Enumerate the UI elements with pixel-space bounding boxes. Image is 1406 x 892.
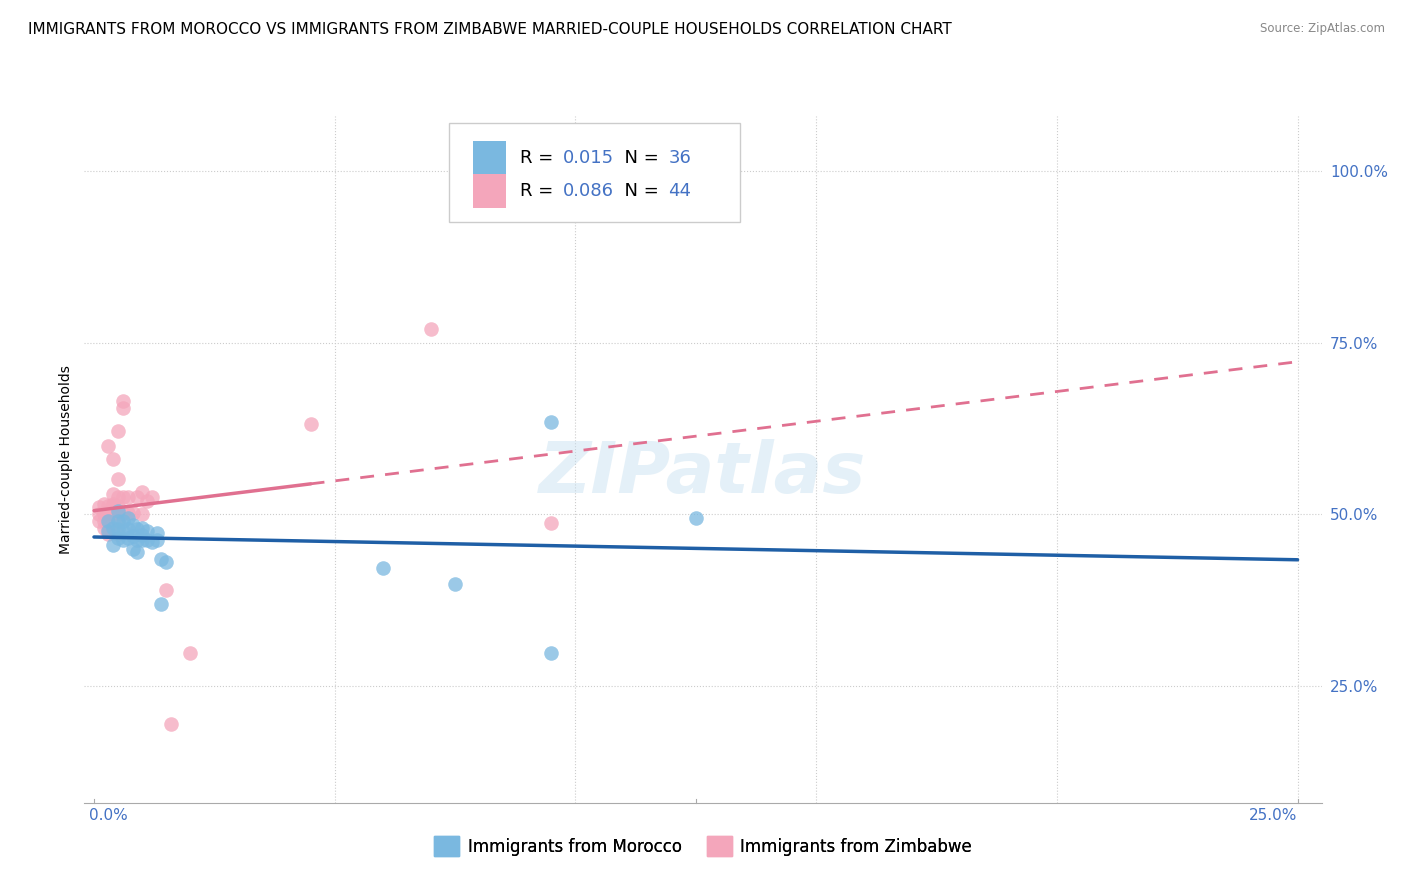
Point <box>103 487 125 501</box>
Text: 0.086: 0.086 <box>564 182 614 200</box>
Point <box>107 514 129 528</box>
Point <box>97 499 120 513</box>
Point <box>111 506 134 520</box>
Point <box>444 577 467 591</box>
Point <box>103 452 125 467</box>
Point <box>93 514 115 528</box>
Point <box>155 555 177 570</box>
Point <box>107 523 129 537</box>
Point <box>141 490 163 504</box>
Point <box>97 526 120 541</box>
Point <box>97 508 120 522</box>
Legend: Immigrants from Morocco, Immigrants from Zimbabwe: Immigrants from Morocco, Immigrants from… <box>427 830 979 863</box>
FancyBboxPatch shape <box>472 174 506 208</box>
Point <box>111 524 134 539</box>
Point <box>127 545 149 559</box>
Text: 0.015: 0.015 <box>564 149 614 167</box>
Point <box>107 526 129 541</box>
Point <box>93 506 115 520</box>
Point <box>155 582 177 597</box>
Point <box>136 533 159 548</box>
Point <box>97 439 120 453</box>
Point <box>107 424 129 438</box>
Point <box>117 532 139 546</box>
Point <box>136 493 159 508</box>
Point <box>111 401 134 415</box>
Point <box>131 533 153 548</box>
Point <box>685 510 707 524</box>
Point <box>145 533 167 548</box>
Point <box>141 534 163 549</box>
Point <box>540 516 562 531</box>
Point <box>127 523 149 537</box>
Point <box>111 490 134 504</box>
Point <box>127 490 149 504</box>
Point <box>136 524 159 539</box>
Point <box>103 521 125 535</box>
Text: Source: ZipAtlas.com: Source: ZipAtlas.com <box>1260 22 1385 36</box>
Point <box>107 506 129 520</box>
Point <box>145 525 167 540</box>
Y-axis label: Married-couple Households: Married-couple Households <box>59 365 73 554</box>
Point <box>299 417 322 431</box>
Text: 25.0%: 25.0% <box>1249 808 1298 823</box>
Point <box>131 521 153 535</box>
Point <box>103 499 125 513</box>
Text: R =: R = <box>520 182 558 200</box>
Point <box>103 506 125 520</box>
Point <box>131 485 153 500</box>
Point <box>121 541 143 556</box>
Text: R =: R = <box>520 149 558 167</box>
Point <box>93 506 115 520</box>
Point <box>111 394 134 409</box>
Point <box>117 510 139 524</box>
Point <box>121 517 143 532</box>
Point <box>540 415 562 429</box>
Point <box>179 646 201 660</box>
Point <box>117 523 139 537</box>
Point <box>107 472 129 486</box>
FancyBboxPatch shape <box>472 141 506 175</box>
Point <box>107 499 129 513</box>
FancyBboxPatch shape <box>450 123 740 222</box>
Text: IMMIGRANTS FROM MOROCCO VS IMMIGRANTS FROM ZIMBABWE MARRIED-COUPLE HOUSEHOLDS CO: IMMIGRANTS FROM MOROCCO VS IMMIGRANTS FR… <box>28 22 952 37</box>
Text: 44: 44 <box>668 182 692 200</box>
Point <box>87 514 110 528</box>
Point <box>107 513 129 527</box>
Point <box>103 538 125 552</box>
Point <box>117 490 139 504</box>
Point <box>93 521 115 535</box>
Text: N =: N = <box>613 182 664 200</box>
Text: ZIPatlas: ZIPatlas <box>540 439 866 508</box>
Point <box>103 497 125 511</box>
Point <box>371 561 394 575</box>
Point <box>150 552 173 566</box>
Point <box>117 506 139 520</box>
Point <box>87 500 110 515</box>
Point <box>93 497 115 511</box>
Point <box>97 514 120 528</box>
Point <box>107 504 129 518</box>
Point <box>111 514 134 528</box>
Point <box>420 322 443 336</box>
Point <box>87 508 110 522</box>
Point <box>131 528 153 542</box>
Point <box>97 506 120 520</box>
Point <box>97 521 120 535</box>
Point <box>121 529 143 543</box>
Point <box>131 508 153 522</box>
Point <box>107 532 129 546</box>
Point <box>150 597 173 611</box>
Point <box>540 646 562 660</box>
Text: 36: 36 <box>668 149 692 167</box>
Point <box>107 490 129 504</box>
Point <box>160 716 183 731</box>
Point <box>111 533 134 548</box>
Point <box>97 524 120 539</box>
Point <box>121 506 143 520</box>
Text: N =: N = <box>613 149 664 167</box>
Point <box>127 533 149 548</box>
Text: 0.0%: 0.0% <box>89 808 128 823</box>
